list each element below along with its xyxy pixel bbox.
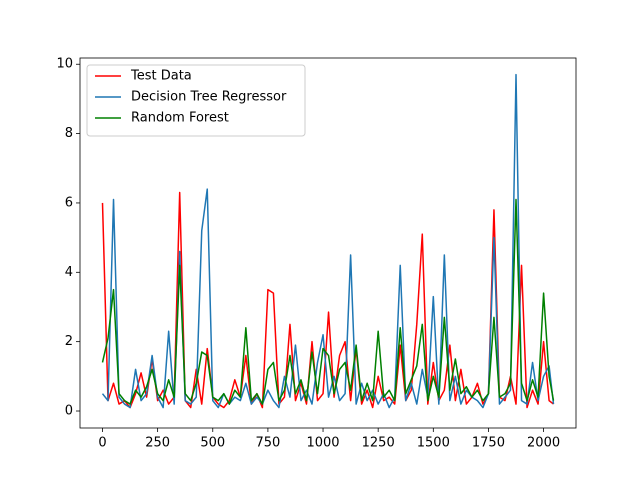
legend: Test Data Decision Tree Regressor Random F… [86,64,306,137]
y-tick-label: 0 [65,404,73,419]
x-tick-label: 500 [200,436,225,451]
axes-frame [79,57,577,429]
x-tick-label: 1750 [472,436,505,451]
y-tick-label: 8 [65,126,73,141]
series-line [101,198,555,405]
legend-box [86,64,306,137]
legend-label: Random Forest [131,111,229,126]
plot-area [101,73,555,409]
y-tick-label: 10 [56,57,73,72]
x-tick-label: 0 [98,436,106,451]
x-tick-label: 1250 [362,436,395,451]
y-tick-label: 6 [65,195,73,210]
y-tick-label: 4 [65,265,73,280]
series-line [101,191,554,409]
x-tick-label: 250 [145,436,170,451]
legend-label: Decision Tree Regressor [131,90,287,105]
y-tick-label: 2 [65,334,73,349]
legend-label: Test Data [130,69,192,84]
x-tick-label: 2000 [527,436,560,451]
x-tick-label: 1000 [306,436,339,451]
x-tick-label: 750 [255,436,280,451]
x-tick-label: 1500 [417,436,450,451]
